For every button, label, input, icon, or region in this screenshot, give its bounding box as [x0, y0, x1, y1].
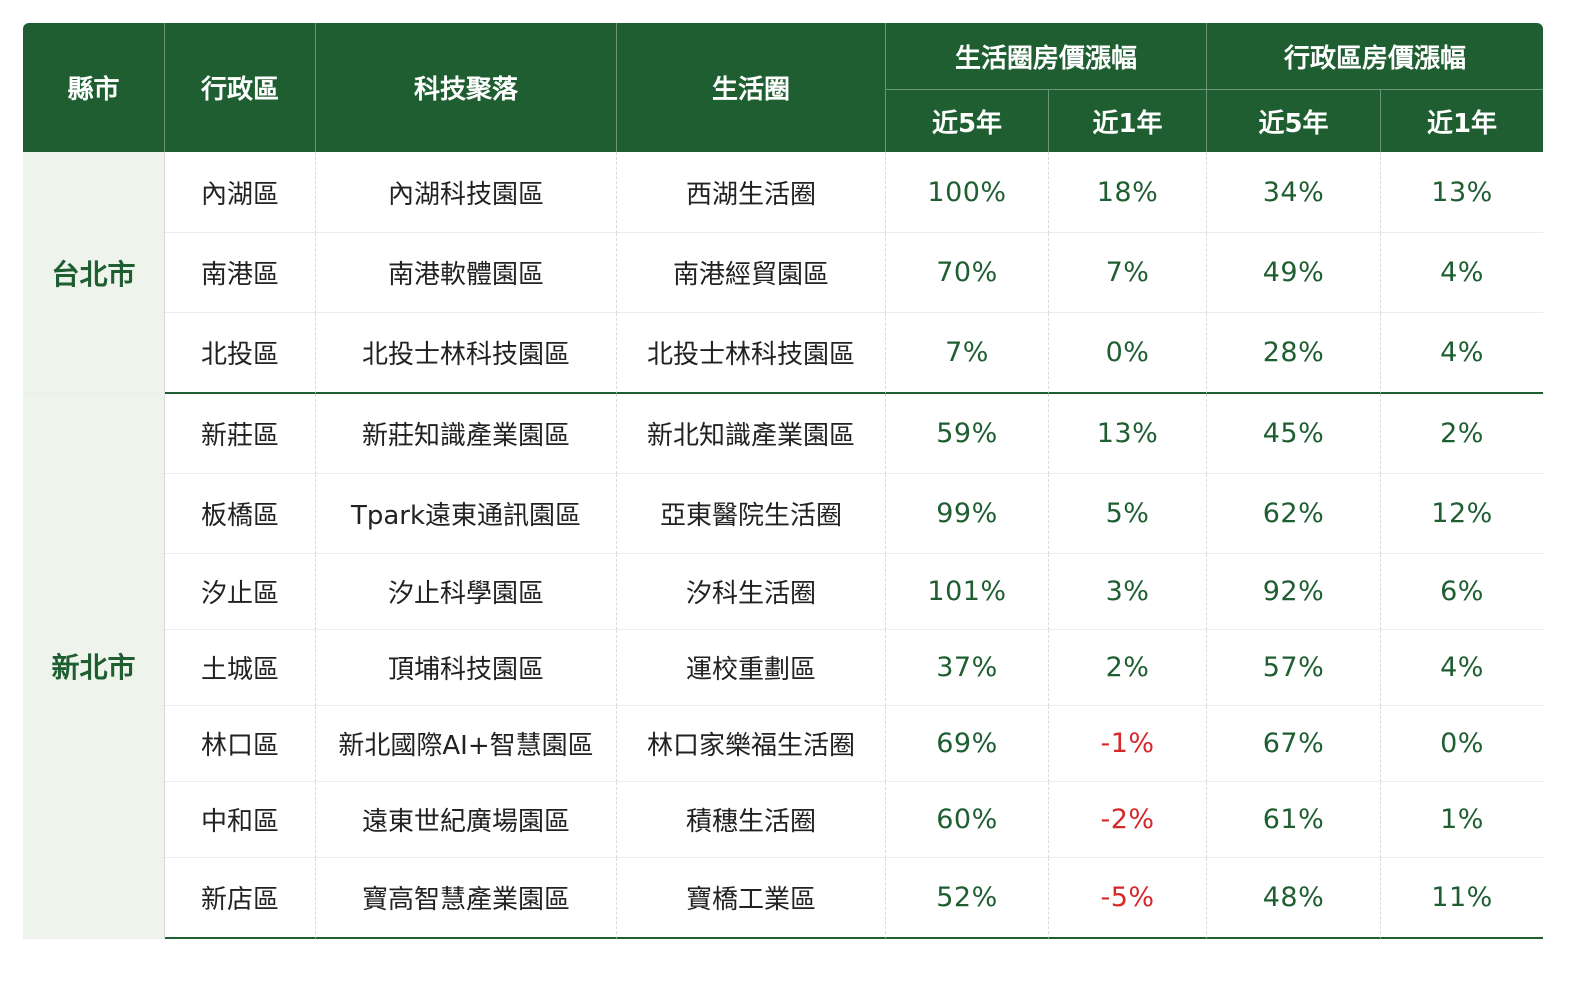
life-5y-cell: 59%	[886, 394, 1049, 474]
district-5y-cell: 61%	[1207, 782, 1382, 858]
table-row: 林口區 新北國際AI+智慧園區 林口家樂福生活圈 69% -1% 67% 0%	[23, 706, 1544, 782]
district-cell: 新店區	[165, 858, 316, 939]
header-life-5y: 近5年	[886, 89, 1049, 152]
header-district-1y: 近1年	[1381, 89, 1544, 152]
district-1y-cell: 11%	[1381, 858, 1544, 939]
table-row: 新店區 寶高智慧產業園區 寶橋工業區 52% -5% 48% 11%	[23, 858, 1544, 939]
tech-cluster-cell: 遠東世紀廣場園區	[316, 782, 617, 858]
life-1y-cell: 13%	[1049, 394, 1208, 474]
life-1y-cell: 7%	[1049, 233, 1208, 313]
price-change-table: 縣市 行政區 科技聚落 生活圈 生活圈房價漲幅 行政區房價漲幅 近5年 近1年 …	[23, 23, 1544, 939]
life-circle-cell: 汐科生活圈	[617, 554, 886, 630]
table-row: 台北市 內湖區 內湖科技園區 西湖生活圈 100% 18% 34% 13%	[23, 152, 1544, 394]
header-life-circle-price-change: 生活圈房價漲幅	[886, 23, 1208, 89]
table-header: 縣市 行政區 科技聚落 生活圈 生活圈房價漲幅 行政區房價漲幅 近5年 近1年 …	[23, 23, 1544, 152]
district-1y-cell: 4%	[1381, 233, 1544, 313]
district-5y-cell: 45%	[1207, 394, 1382, 474]
header-district-5y: 近5年	[1207, 89, 1382, 152]
district-1y-cell: 1%	[1381, 782, 1544, 858]
district-5y-cell: 67%	[1207, 706, 1382, 782]
district-cell: 板橋區	[165, 474, 316, 554]
life-1y-cell: 3%	[1049, 554, 1208, 630]
table-row: 土城區 頂埔科技園區 運校重劃區 37% 2% 57% 4%	[23, 630, 1544, 706]
life-5y-cell: 7%	[886, 313, 1049, 394]
table-row: 中和區 遠東世紀廣場園區 積穗生活圈 60% -2% 61% 1%	[23, 782, 1544, 858]
table-row: 北投區 北投士林科技園區 北投士林科技園區 7% 0% 28% 4%	[23, 313, 1544, 394]
district-1y-cell: 4%	[1381, 630, 1544, 706]
price-table-container: 縣市 行政區 科技聚落 生活圈 生活圈房價漲幅 行政區房價漲幅 近5年 近1年 …	[23, 23, 1544, 939]
district-cell: 內湖區	[165, 152, 316, 233]
district-cell: 北投區	[165, 313, 316, 394]
life-1y-cell: -2%	[1049, 782, 1208, 858]
life-5y-cell: 52%	[886, 858, 1049, 939]
life-5y-cell: 60%	[886, 782, 1049, 858]
life-circle-cell: 運校重劃區	[617, 630, 886, 706]
life-circle-cell: 南港經貿園區	[617, 233, 886, 313]
tech-cluster-cell: 內湖科技園區	[316, 152, 617, 233]
district-cell: 南港區	[165, 233, 316, 313]
life-circle-cell: 積穗生活圈	[617, 782, 886, 858]
table-row: 南港區 南港軟體園區 南港經貿園區 70% 7% 49% 4%	[23, 233, 1544, 313]
tech-cluster-cell: 新莊知識產業園區	[316, 394, 617, 474]
district-cell: 土城區	[165, 630, 316, 706]
district-1y-cell: 0%	[1381, 706, 1544, 782]
tech-cluster-cell: 南港軟體園區	[316, 233, 617, 313]
life-1y-cell: 18%	[1049, 152, 1208, 233]
life-5y-cell: 101%	[886, 554, 1049, 630]
header-district: 行政區	[165, 23, 316, 152]
district-5y-cell: 34%	[1207, 152, 1382, 233]
life-5y-cell: 69%	[886, 706, 1049, 782]
district-cell: 林口區	[165, 706, 316, 782]
header-life-circle: 生活圈	[617, 23, 886, 152]
life-circle-cell: 寶橋工業區	[617, 858, 886, 939]
header-district-price-change: 行政區房價漲幅	[1207, 23, 1544, 89]
city-cell: 新北市	[23, 394, 165, 939]
district-5y-cell: 62%	[1207, 474, 1382, 554]
life-5y-cell: 70%	[886, 233, 1049, 313]
district-cell: 汐止區	[165, 554, 316, 630]
tech-cluster-cell: 寶高智慧產業園區	[316, 858, 617, 939]
life-circle-cell: 林口家樂福生活圈	[617, 706, 886, 782]
district-5y-cell: 57%	[1207, 630, 1382, 706]
district-1y-cell: 12%	[1381, 474, 1544, 554]
header-city: 縣市	[23, 23, 165, 152]
district-1y-cell: 2%	[1381, 394, 1544, 474]
header-life-1y: 近1年	[1049, 89, 1208, 152]
life-1y-cell: 0%	[1049, 313, 1208, 394]
life-5y-cell: 37%	[886, 630, 1049, 706]
tech-cluster-cell: 頂埔科技園區	[316, 630, 617, 706]
district-5y-cell: 28%	[1207, 313, 1382, 394]
life-circle-cell: 新北知識產業園區	[617, 394, 886, 474]
district-cell: 中和區	[165, 782, 316, 858]
table-row: 新北市 新莊區 新莊知識產業園區 新北知識產業園區 59% 13% 45% 2%	[23, 394, 1544, 939]
life-1y-cell: 2%	[1049, 630, 1208, 706]
tech-cluster-cell: 新北國際AI+智慧園區	[316, 706, 617, 782]
city-cell: 台北市	[23, 152, 165, 394]
district-5y-cell: 49%	[1207, 233, 1382, 313]
header-tech-cluster: 科技聚落	[316, 23, 617, 152]
life-1y-cell: -1%	[1049, 706, 1208, 782]
life-1y-cell: -5%	[1049, 858, 1208, 939]
life-5y-cell: 100%	[886, 152, 1049, 233]
district-5y-cell: 92%	[1207, 554, 1382, 630]
life-1y-cell: 5%	[1049, 474, 1208, 554]
life-circle-cell: 北投士林科技園區	[617, 313, 886, 394]
district-5y-cell: 48%	[1207, 858, 1382, 939]
table-body: 台北市 內湖區 內湖科技園區 西湖生活圈 100% 18% 34% 13% 南港…	[23, 152, 1544, 939]
life-5y-cell: 99%	[886, 474, 1049, 554]
tech-cluster-cell: 北投士林科技園區	[316, 313, 617, 394]
table-row: 板橋區 Tpark遠東通訊園區 亞東醫院生活圈 99% 5% 62% 12%	[23, 474, 1544, 554]
tech-cluster-cell: Tpark遠東通訊園區	[316, 474, 617, 554]
district-cell: 新莊區	[165, 394, 316, 474]
district-1y-cell: 13%	[1381, 152, 1544, 233]
tech-cluster-cell: 汐止科學園區	[316, 554, 617, 630]
table-row: 汐止區 汐止科學園區 汐科生活圈 101% 3% 92% 6%	[23, 554, 1544, 630]
life-circle-cell: 亞東醫院生活圈	[617, 474, 886, 554]
district-1y-cell: 6%	[1381, 554, 1544, 630]
district-1y-cell: 4%	[1381, 313, 1544, 394]
life-circle-cell: 西湖生活圈	[617, 152, 886, 233]
